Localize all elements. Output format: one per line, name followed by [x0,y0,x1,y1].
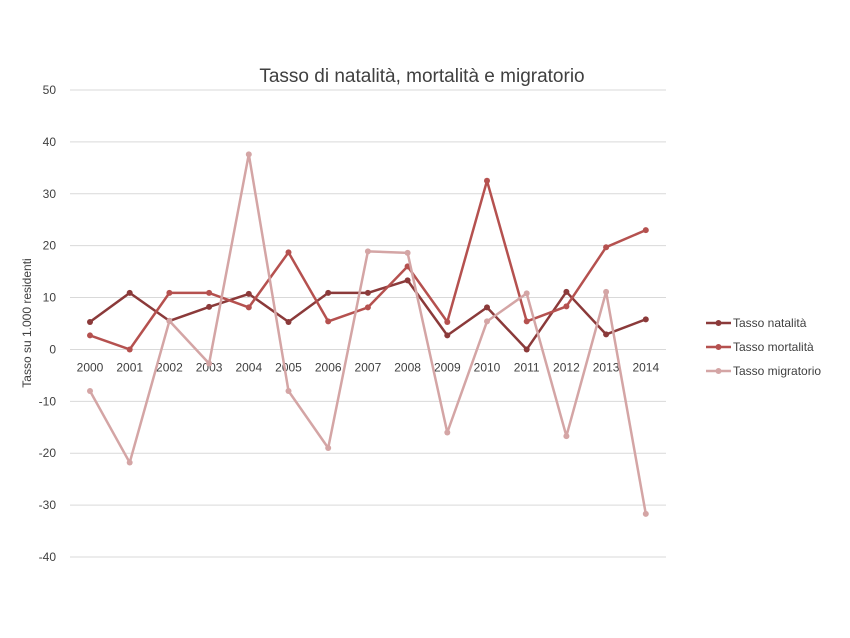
data-point [603,244,610,251]
x-tick-label: 2009 [434,360,461,374]
gridlines [70,89,666,558]
data-point [642,316,649,323]
data-point [126,289,133,296]
data-point [87,318,93,325]
data-point [563,303,570,310]
data-point [87,332,93,339]
legend-label: Tasso migratorio [733,364,821,378]
data-point [404,249,411,256]
data-point [563,288,570,295]
data-point [245,290,252,297]
data-point [285,249,292,256]
data-point [603,288,610,295]
data-point [642,227,649,234]
x-tick-label: 2000 [77,360,104,374]
y-tick-label: 20 [43,239,57,253]
x-tick-label: 2004 [235,360,262,374]
x-tick-label: 2010 [474,360,501,374]
data-point [166,317,173,324]
y-tick-label: -10 [39,394,57,408]
legend-swatch-marker [715,368,722,374]
data-point [166,289,173,296]
data-point [603,331,610,338]
x-axis-ticks: 2000 2001 2002 2003 2004 2005 2006 2007 2008 2009… [77,360,660,374]
y-tick-label: 10 [43,291,57,305]
legend: Tasso natalità Tasso mortalità Tasso migra… [706,316,821,378]
y-tick-label: -40 [39,550,57,564]
data-point [563,433,570,440]
data-point [404,277,411,284]
data-point [325,445,332,452]
legend-swatch-marker [715,320,722,326]
series-lines [87,151,649,517]
legend-label: Tasso mortalità [733,340,814,354]
data-point [444,318,451,325]
data-point [325,318,332,325]
x-tick-label: 2011 [514,360,540,374]
y-tick-label: 40 [43,135,57,149]
x-tick-label: 2013 [593,360,620,374]
x-tick-label: 2012 [553,360,580,374]
data-point [206,360,213,367]
data-point [444,332,451,339]
y-tick-label: 50 [43,83,57,97]
x-tick-label: 2007 [355,360,382,374]
x-tick-label: 2006 [315,360,342,374]
data-point [325,289,332,296]
chart-title: Tasso di natalità, mortalità e migratori… [259,66,584,87]
y-tick-label: 0 [49,342,56,356]
y-axis-ticks: 50 40 30 20 10 0 -10 -20 -30 -40 [39,83,57,564]
y-axis-label: Tasso su 1.000 residenti [20,258,34,387]
data-point [523,290,530,297]
x-tick-label: 2001 [116,360,143,374]
data-point [642,510,649,517]
data-point [285,318,292,325]
data-point [364,304,371,311]
data-point [484,304,490,311]
data-point [206,303,213,310]
data-point [206,289,213,296]
data-point [364,248,371,255]
data-point [245,304,252,311]
series-3 [87,151,649,517]
data-point [523,346,530,353]
series-2 [87,177,649,353]
data-point [126,346,133,353]
legend-label: Tasso natalità [733,316,807,330]
y-tick-label: 30 [43,187,57,201]
data-point [87,387,93,394]
y-tick-label: -20 [39,446,57,460]
data-point [364,289,371,296]
series-1 [87,277,649,353]
x-tick-label: 2008 [394,360,421,374]
legend-item: Tasso migratorio [706,364,821,378]
legend-item: Tasso mortalità [706,340,814,354]
legend-swatch-marker [715,344,722,350]
y-tick-label: -30 [39,498,57,512]
data-point [523,318,530,325]
x-tick-label: 2005 [275,360,302,374]
x-tick-label: 2014 [632,360,659,374]
x-tick-label: 2002 [156,360,183,374]
data-point [285,387,292,394]
legend-item: Tasso natalità [706,316,807,330]
data-point [245,151,252,158]
x-tick-label: 2003 [196,360,223,374]
data-point [126,459,133,466]
data-point [484,318,490,325]
data-point [484,177,490,184]
series-line [88,153,648,515]
data-point [444,429,451,436]
